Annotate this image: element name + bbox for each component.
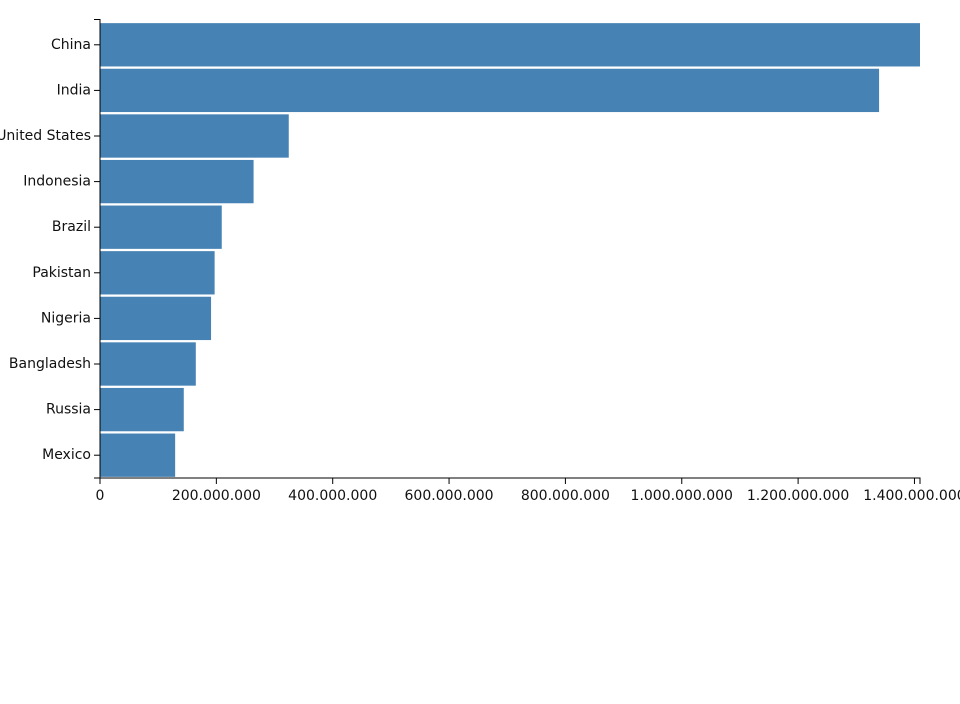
y-tick-label-indonesia: Indonesia (23, 174, 91, 190)
bar-india (100, 68, 880, 113)
y-tick-label-mexico: Mexico (42, 447, 91, 463)
bar-nigeria (100, 296, 212, 341)
x-tick-label-4: 800.000.000 (521, 488, 610, 504)
x-tick-label-5: 1.000.000.000 (631, 488, 733, 504)
bar-indonesia (100, 159, 254, 204)
bar-mexico (100, 433, 176, 477)
x-tick-label-6: 1.200.000.000 (747, 488, 849, 504)
y-tick-label-china: China (51, 37, 91, 53)
y-axis-line (94, 19, 101, 479)
bar-bangladesh (100, 342, 196, 386)
y-tick-label-russia: Russia (46, 402, 91, 418)
y-axis: China India United States Indonesia Brazil Pa… (0, 19, 101, 479)
y-tick-label-brazil: Brazil (52, 219, 91, 235)
y-tick-label-united-states: United States (0, 128, 91, 144)
y-tick-label-india: India (57, 82, 91, 98)
bar-brazil (100, 205, 222, 249)
x-tick-label-7: 1.400.000.000 (863, 488, 960, 504)
bars-layer (100, 23, 920, 477)
y-tick-label-pakistan: Pakistan (32, 265, 91, 281)
y-tick-label-bangladesh: Bangladesh (9, 356, 91, 372)
x-tick-label-3: 600.000.000 (405, 488, 494, 504)
bar-russia (100, 387, 184, 432)
bar-china (100, 23, 920, 67)
x-tick-label-0: 0 (96, 488, 105, 504)
y-tick-label-nigeria: Nigeria (41, 310, 91, 326)
x-axis: 0 200.000.000 400.000.000 600.000.000 800.00… (96, 477, 960, 504)
x-axis-line (99, 477, 921, 484)
x-tick-label-1: 200.000.000 (172, 488, 261, 504)
bar-united-states (100, 114, 289, 158)
x-tick-label-2: 400.000.000 (288, 488, 377, 504)
bar-pakistan (100, 251, 215, 295)
